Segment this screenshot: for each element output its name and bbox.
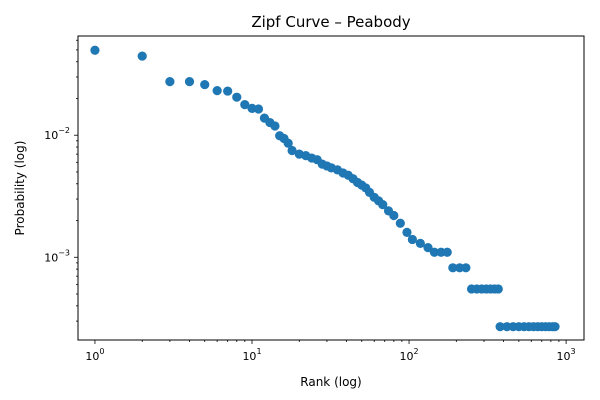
y-tick-label: 10−3 bbox=[44, 248, 70, 264]
data-point bbox=[223, 86, 233, 96]
x-tick-label: 102 bbox=[400, 347, 419, 363]
y-tick-label: 10−2 bbox=[44, 126, 70, 142]
data-point bbox=[165, 77, 175, 87]
chart-title: Zipf Curve – Peabody bbox=[251, 13, 410, 31]
x-tick-label: 100 bbox=[85, 347, 104, 363]
data-point bbox=[550, 322, 560, 332]
data-point bbox=[389, 210, 399, 221]
data-point bbox=[90, 45, 100, 55]
x-axis-label: Rank (log) bbox=[300, 375, 361, 389]
data-point bbox=[407, 234, 417, 245]
x-tick-label: 101 bbox=[242, 347, 261, 363]
data-point bbox=[232, 92, 242, 102]
data-point bbox=[495, 322, 505, 332]
y-axis-ticks: 10−3 10−2 bbox=[44, 39, 78, 322]
data-point bbox=[287, 145, 297, 156]
data-point bbox=[270, 121, 280, 131]
data-point bbox=[423, 243, 433, 253]
data-point bbox=[137, 51, 147, 61]
data-point bbox=[212, 86, 222, 96]
data-point bbox=[402, 227, 412, 237]
data-point bbox=[442, 247, 452, 257]
data-point bbox=[283, 138, 293, 148]
data-point bbox=[240, 100, 250, 110]
data-point bbox=[461, 263, 471, 273]
data-point bbox=[448, 263, 458, 273]
data-point bbox=[200, 79, 210, 90]
x-axis-ticks: 100 101 102 103 bbox=[85, 340, 576, 363]
y-axis-label: Probability (log) bbox=[13, 141, 27, 236]
data-point bbox=[378, 200, 388, 210]
data-point bbox=[429, 247, 439, 257]
data-point bbox=[395, 218, 405, 228]
data-point bbox=[415, 238, 425, 248]
plot-frame bbox=[77, 35, 585, 341]
data-point bbox=[253, 104, 264, 114]
x-tick-label: 103 bbox=[557, 347, 576, 363]
data-point bbox=[184, 77, 195, 87]
data-point bbox=[493, 284, 503, 294]
scatter-points bbox=[90, 45, 560, 332]
